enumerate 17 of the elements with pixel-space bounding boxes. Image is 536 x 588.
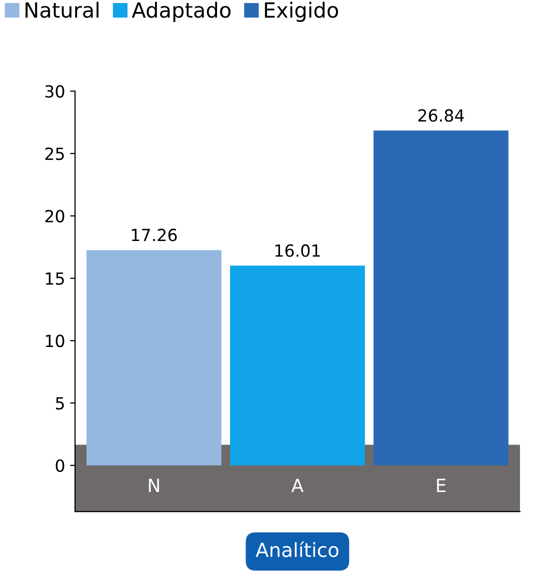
x-tick-label: N	[148, 478, 159, 492]
y-tick-label: 30	[45, 85, 64, 98]
data-label: 17.26	[132, 228, 177, 242]
data-label: 26.84	[418, 109, 464, 122]
data-label: 16.01	[275, 244, 320, 257]
legend-label: Natural	[26, 2, 98, 18]
y-tick-label: 5	[56, 397, 64, 410]
legend-label: Adaptado	[132, 2, 231, 22]
x-axis-title: Analítico	[256, 541, 338, 558]
y-tick-label: 10	[46, 334, 64, 348]
x-tick-label: E	[437, 478, 446, 492]
legend-label: Exigido	[264, 2, 338, 22]
y-tick-label: 15	[46, 272, 64, 285]
x-tick-label: A	[291, 478, 304, 492]
y-tick-label: 0	[56, 459, 64, 472]
y-tick-label: 25	[45, 147, 64, 160]
y-tick-label: 20	[45, 210, 64, 222]
